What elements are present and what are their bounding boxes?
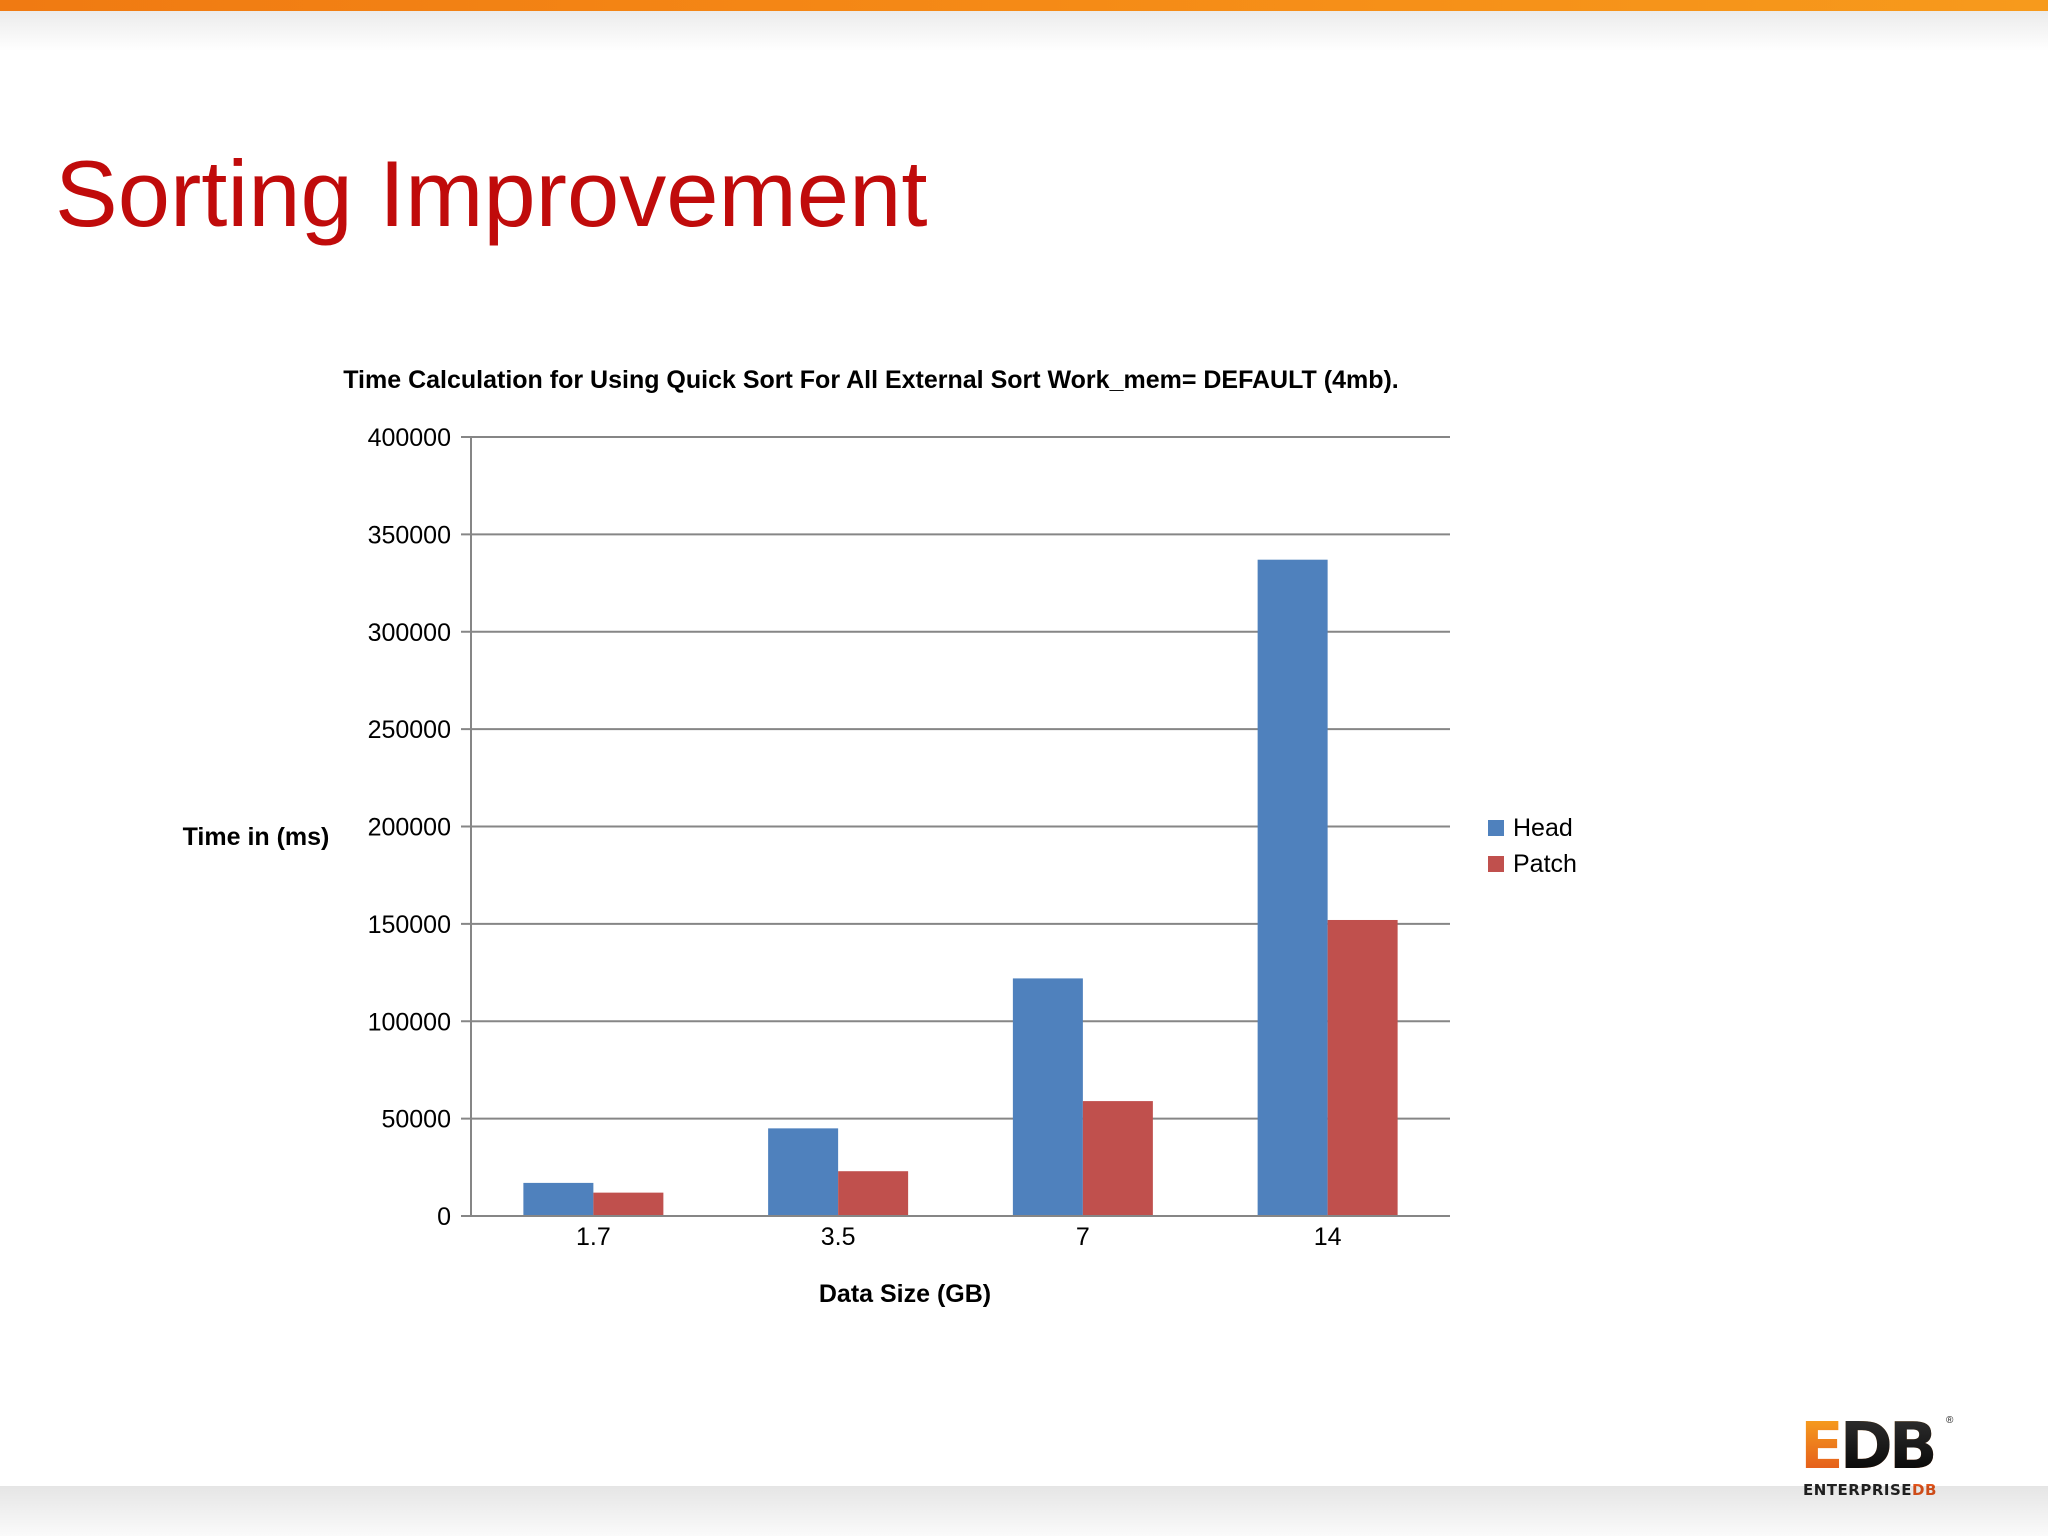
- edb-logo-tagline: ENTERPRISEDB: [1803, 1481, 1937, 1499]
- edb-logo-tagline-db: DB: [1912, 1481, 1937, 1499]
- legend-swatch-patch: [1488, 856, 1504, 872]
- chart-title: Time Calculation for Using Quick Sort Fo…: [343, 366, 1399, 394]
- axes: [461, 437, 1450, 1217]
- edb-logo-mark: EDB: [1800, 1415, 1938, 1479]
- x-axis-label: Data Size (GB): [819, 1280, 991, 1308]
- y-tick-label: 200000: [368, 814, 451, 842]
- edb-logo-tagline-enterprise: ENTERPRISE: [1803, 1481, 1912, 1499]
- bar-patch-3.5: [838, 1171, 909, 1216]
- x-tick-label: 3.5: [821, 1223, 856, 1251]
- bar-patch-1.7: [593, 1192, 664, 1216]
- legend: Head Patch: [1488, 814, 1577, 878]
- top-shadow: [0, 11, 2048, 51]
- y-tick-label: 0: [437, 1203, 451, 1231]
- edb-logo-db: DB: [1839, 1410, 1938, 1484]
- bar-head-3.5: [768, 1128, 839, 1216]
- y-tick-labels: 0 50000 100000 150000 200000 250000 300000 3500…: [368, 424, 451, 1231]
- top-accent-bar: [0, 0, 2048, 11]
- y-axis-label: Time in (ms): [183, 823, 330, 851]
- bar-patch-14: [1327, 919, 1398, 1216]
- bottom-shadow: [0, 1486, 2048, 1536]
- y-tick-label: 50000: [381, 1106, 451, 1134]
- bar-chart: Time Calculation for Using Quick Sort Fo…: [183, 366, 1577, 1308]
- x-tick-label: 14: [1314, 1223, 1342, 1251]
- y-tick-label: 300000: [368, 619, 451, 647]
- y-tick-label: 100000: [368, 1008, 451, 1036]
- legend-label-head: Head: [1513, 814, 1573, 842]
- x-tick-label: 7: [1076, 1223, 1090, 1251]
- legend-label-patch: Patch: [1513, 850, 1577, 878]
- edb-logo-e: E: [1800, 1410, 1840, 1484]
- legend-swatch-head: [1488, 820, 1504, 836]
- bar-patch-7: [1082, 1101, 1153, 1216]
- bars: [523, 559, 1398, 1216]
- y-tick-label: 150000: [368, 911, 451, 939]
- bar-head-1.7: [523, 1182, 594, 1216]
- y-tick-label: 250000: [368, 716, 451, 744]
- x-tick-labels: 1.7 3.5 7 14: [576, 1223, 1342, 1251]
- edb-logo: EDB ® ENTERPRISEDB: [1800, 1415, 1954, 1505]
- bar-head-7: [1012, 978, 1083, 1216]
- x-tick-label: 1.7: [576, 1223, 611, 1251]
- y-tick-label: 400000: [368, 424, 451, 452]
- slide-title: Sorting Improvement: [55, 141, 928, 246]
- bar-head-14: [1257, 559, 1328, 1216]
- registered-mark: ®: [1946, 1415, 1954, 1426]
- y-tick-label: 350000: [368, 521, 451, 549]
